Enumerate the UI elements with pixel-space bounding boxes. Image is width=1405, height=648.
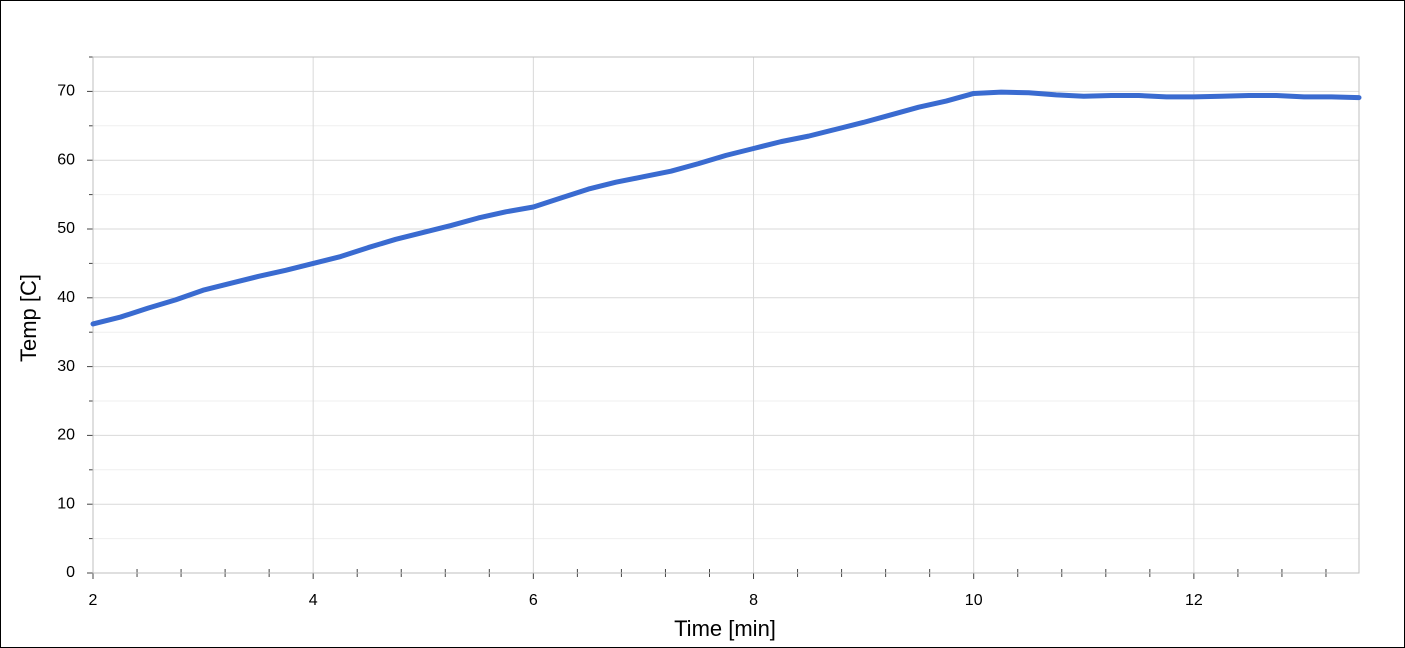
y-tick-label: 40 (57, 289, 75, 306)
marks (90, 89, 1362, 327)
x-tick-label: 8 (749, 592, 758, 609)
y-tick-label: 20 (57, 427, 75, 444)
y-tick-label: 70 (57, 83, 75, 100)
x-tick-label: 6 (529, 592, 538, 609)
x-tick-label: 10 (965, 592, 983, 609)
y-tick-label: 60 (57, 151, 75, 168)
y-axis-title: Temp [C] (16, 274, 41, 362)
x-tick-label: 4 (309, 592, 318, 609)
x-axis-title: Time [min] (674, 616, 776, 641)
y-tick-label: 10 (57, 495, 75, 512)
data-line (90, 89, 1362, 327)
y-tick-label: 50 (57, 220, 75, 237)
x-tick-label: 2 (89, 592, 98, 609)
y-tick-label: 30 (57, 358, 75, 375)
x-tick-label: 12 (1185, 592, 1203, 609)
plot-area (92, 56, 1360, 574)
y-tick-label: 0 (66, 564, 75, 581)
